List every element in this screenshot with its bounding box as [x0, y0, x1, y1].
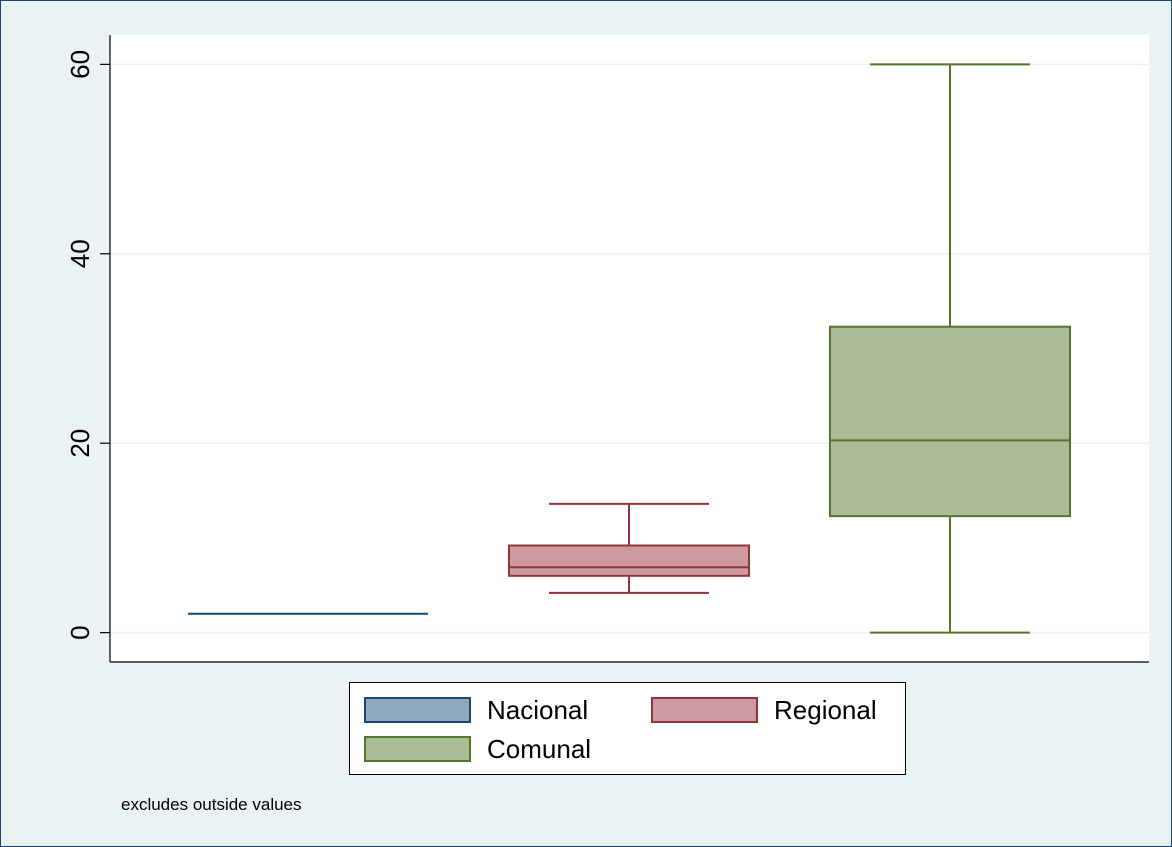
y-tick-label-40: 40 — [65, 239, 95, 268]
y-tick-label-0: 0 — [65, 625, 95, 639]
box-regional — [508, 544, 750, 577]
y-tick-label-60: 60 — [65, 50, 95, 79]
legend-swatch-regional — [651, 697, 758, 723]
chart-note: excludes outside values — [121, 795, 302, 814]
legend-label-nacional: Nacional — [487, 695, 589, 725]
legend: Nacional Regional Comunal — [349, 682, 906, 775]
legend-label-regional: Regional — [774, 695, 877, 725]
box-comunal — [829, 325, 1071, 518]
legend-swatch-comunal — [364, 736, 471, 762]
legend-label-comunal: Comunal — [487, 734, 592, 764]
legend-swatch-nacional — [364, 697, 471, 723]
y-tick-label-20: 20 — [65, 429, 95, 458]
